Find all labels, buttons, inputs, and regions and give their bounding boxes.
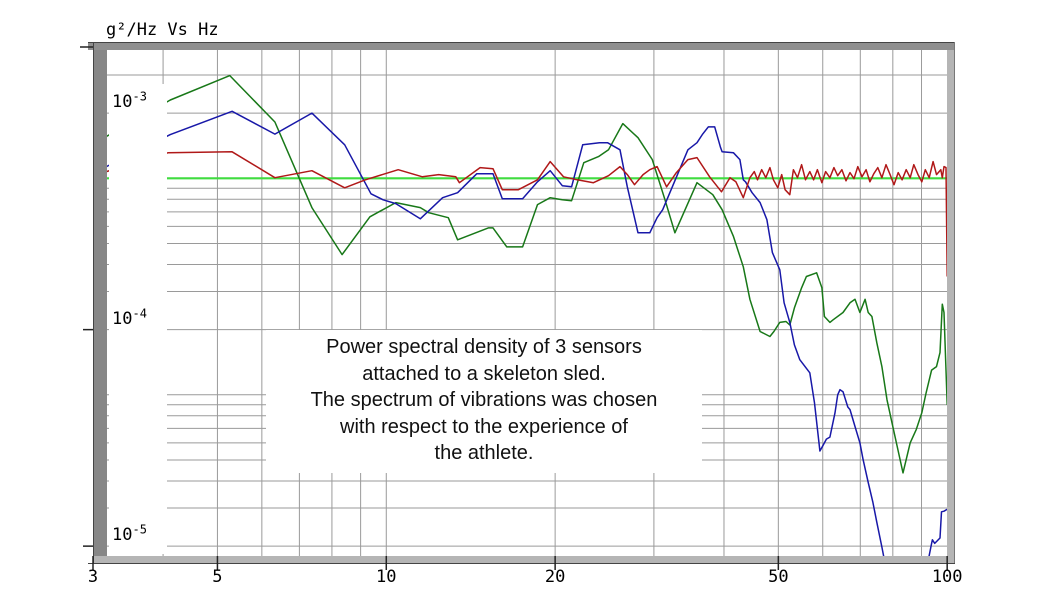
annotation-box: Power spectral density of 3 sensors atta…	[266, 330, 702, 473]
x-tick-label-5: 5	[212, 567, 223, 587]
annotation-line: attached to a skeleton sled.	[362, 362, 606, 385]
y-tick-base: 10	[112, 525, 133, 546]
series-layer	[107, 74, 947, 556]
y-tick-label-1e-5: 10-5	[112, 522, 168, 546]
x-tick-label-20: 20	[544, 567, 566, 587]
annotation-line: The spectrum of vibrations was chosen	[310, 389, 658, 411]
y-tick-base: 10	[112, 92, 133, 113]
axis-ticks	[80, 46, 948, 570]
x-tick-label-10: 10	[376, 567, 397, 587]
x-tick-label-50: 50	[768, 567, 789, 587]
y-tick-base: 10	[112, 308, 133, 329]
chart-title: g²/Hz Vs Hz	[106, 20, 219, 40]
x-tick-label-100: 100	[931, 567, 963, 587]
y-tick-label-1e-4: 10-4	[112, 305, 168, 329]
sensor-green-trace	[107, 74, 947, 474]
y-tick-label-1e-3: 10-3	[112, 89, 168, 113]
y-label-backdrop	[109, 84, 167, 554]
annotation-line: the athlete.	[434, 442, 534, 464]
sensor-red-trace	[107, 151, 947, 277]
grid-layer	[107, 50, 947, 556]
y-tick-exp: -4	[132, 305, 147, 320]
y-tick-exp: -5	[132, 522, 147, 537]
plot-frame	[88, 42, 955, 564]
x-tick-label-3: 3	[87, 567, 99, 587]
annotation-line: Power spectral density of 3 sensors	[326, 336, 642, 358]
y-tick-exp: -3	[132, 89, 147, 104]
sensor-blue-trace	[107, 110, 947, 556]
annotation-line: with respect to the experience of	[340, 415, 628, 438]
